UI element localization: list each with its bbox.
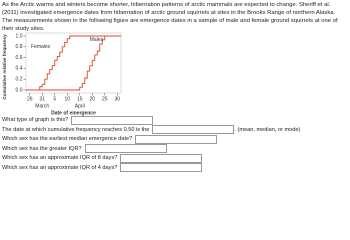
question-text: Which sex has the earliest median emerge…: [2, 136, 133, 142]
x-tick-label: 26: [27, 96, 33, 102]
question: Which sex has the earliest median emerge…: [2, 134, 218, 144]
step-line: [26, 35, 121, 91]
answer-box[interactable]: [120, 163, 203, 172]
intro-text: As the Arctic warms and winters become s…: [2, 2, 338, 32]
question-text: Which sex has the greater IQR?: [2, 145, 82, 152]
month-label: April: [75, 103, 85, 109]
question-text: Which sex has an approximate IQR of 4 da…: [2, 164, 118, 171]
question: Which sex has an approximate IQR of 8 da…: [2, 153, 203, 163]
x-tick-label: 31: [39, 96, 45, 102]
question: What type of graph is this?: [2, 115, 154, 125]
question-text: Which sex has an approximate IQR of 8 da…: [2, 155, 118, 161]
y-tick-label: 1.0: [16, 33, 23, 39]
y-tick-label: 0.6: [16, 55, 23, 61]
question: Which sex has an approximate IQR of 4 da…: [2, 163, 203, 172]
y-tick-label: 0.2: [16, 77, 23, 83]
x-tick-label: 10: [64, 96, 70, 102]
y-axis-label: Cumulative relative frequency: [2, 34, 7, 100]
series-label: Males: [90, 37, 104, 43]
answer-box[interactable]: [152, 125, 235, 134]
x-tick-label: 15: [77, 96, 83, 102]
answer-box[interactable]: [84, 144, 167, 153]
answer-box[interactable]: [71, 115, 154, 125]
question: The date at which cumulative frequency r…: [2, 125, 301, 134]
x-axis-label: Date of emergence: [51, 110, 96, 116]
answer-box[interactable]: [120, 153, 203, 163]
y-tick-label: 0.4: [16, 66, 23, 72]
series-label: Females: [31, 44, 51, 50]
x-tick-label: 5: [53, 96, 56, 102]
question-text: What type of graph is this?: [2, 117, 69, 123]
x-tick-label: 25: [102, 96, 108, 102]
month-label: March: [35, 103, 49, 109]
question-text: The date at which cumulative frequency r…: [2, 126, 150, 133]
y-tick-label: 0.0: [16, 87, 23, 93]
question-suffix: . (mean, median, or mode): [234, 126, 301, 133]
x-tick-label: 20: [89, 96, 95, 102]
chart: 0.0 0.2 0.4 0.6 0.8 1.0 26 31 5 10 15 20 25 30 March Ap…: [2, 32, 122, 116]
page: As the Arctic warms and winters become s…: [2, 2, 338, 172]
plot-frame: [25, 32, 122, 94]
answer-box[interactable]: [135, 134, 218, 144]
y-tick-label: 0.8: [16, 44, 23, 50]
x-tick-label: 30: [114, 96, 120, 102]
question: Which sex has the greater IQR?: [2, 144, 167, 153]
step-line: [26, 35, 121, 91]
